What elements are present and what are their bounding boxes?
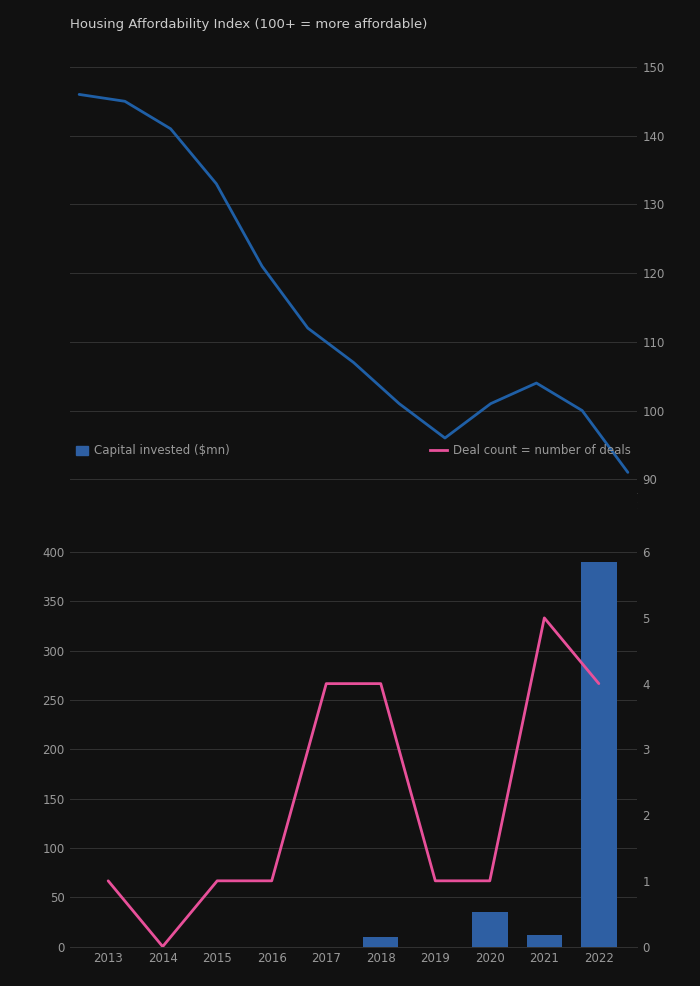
Bar (526, 935, 562, 947)
Text: Housing Affordability Index (100+ = more affordable): Housing Affordability Index (100+ = more… (70, 19, 428, 32)
Bar (363, 937, 398, 947)
Text: Sources: National Association of Realtors (NAR): Sources: National Association of Realtor… (70, 556, 318, 567)
Bar (472, 912, 507, 947)
Legend: Capital invested ($mn): Capital invested ($mn) (76, 445, 230, 458)
Text: © FT: © FT (70, 579, 95, 590)
Legend: Deal count = number of deals: Deal count = number of deals (430, 445, 631, 458)
Bar (581, 562, 617, 947)
